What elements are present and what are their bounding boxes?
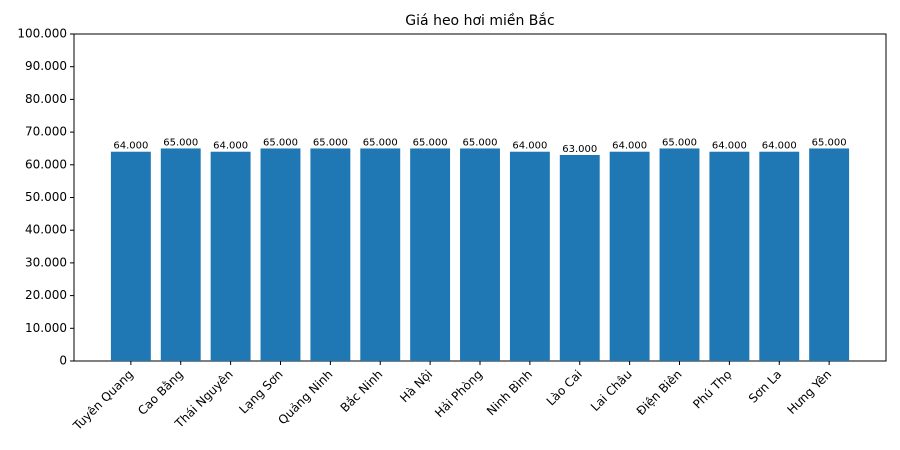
x-tick-label: Hưng Yên — [784, 367, 834, 417]
value-label: 65.000 — [413, 137, 448, 148]
bar — [410, 148, 451, 361]
bar — [809, 148, 850, 361]
x-tick-label: Ninh Bình — [484, 367, 535, 418]
y-tick-label: 50.000 — [25, 190, 67, 204]
bar — [160, 148, 201, 361]
value-label: 64.000 — [762, 141, 797, 152]
value-label: 64.000 — [712, 141, 747, 152]
bar — [609, 151, 650, 361]
x-tick-label: Lạng Sơn — [236, 367, 285, 416]
x-tick-label: Hà Nội — [397, 367, 435, 405]
chart-title: Giá heo hơi miền Bắc — [405, 12, 554, 29]
bar — [759, 151, 800, 361]
bar — [659, 148, 700, 361]
bar — [260, 148, 301, 361]
x-tick-label: Tuyên Quang — [70, 367, 136, 433]
value-label: 64.000 — [512, 141, 547, 152]
value-label: 65.000 — [313, 137, 348, 148]
bar — [360, 148, 401, 361]
value-label: 65.000 — [363, 137, 398, 148]
x-tick-label: Bắc Ninh — [338, 367, 386, 415]
bar — [709, 151, 750, 361]
y-tick-label: 0 — [59, 354, 67, 368]
x-tick-label: Lào Cai — [544, 367, 585, 408]
x-tick-label: Hải Phòng — [432, 367, 485, 420]
y-tick-label: 40.000 — [25, 223, 67, 237]
y-tick-label: 20.000 — [25, 288, 67, 302]
value-label: 64.000 — [612, 141, 647, 152]
x-tick-label: Phú Thọ — [690, 367, 734, 411]
value-label: 64.000 — [213, 141, 248, 152]
value-label: 65.000 — [463, 137, 498, 148]
x-tick-label: Điện Biên — [634, 367, 685, 418]
value-label: 65.000 — [163, 137, 198, 148]
x-tick-label: Lai Châu — [588, 367, 635, 414]
bar — [310, 148, 351, 361]
x-tick-label: Cao Bằng — [135, 367, 186, 418]
y-tick-label: 60.000 — [25, 157, 67, 171]
value-label: 65.000 — [662, 137, 697, 148]
value-label: 65.000 — [812, 137, 847, 148]
y-tick-label: 80.000 — [25, 92, 67, 106]
x-tick-label: Sơn La — [746, 367, 784, 405]
bar — [210, 151, 251, 361]
bar — [460, 148, 500, 361]
value-label: 65.000 — [263, 137, 298, 148]
y-tick-label: 10.000 — [25, 321, 67, 335]
y-tick-label: 70.000 — [25, 125, 67, 139]
value-label: 63.000 — [562, 144, 597, 155]
value-label: 64.000 — [113, 141, 148, 152]
y-tick-label: 100.000 — [17, 27, 67, 41]
bar — [509, 151, 550, 361]
y-tick-label: 30.000 — [25, 255, 67, 269]
bar — [110, 151, 151, 361]
y-tick-label: 90.000 — [25, 59, 67, 73]
bar — [559, 154, 600, 361]
